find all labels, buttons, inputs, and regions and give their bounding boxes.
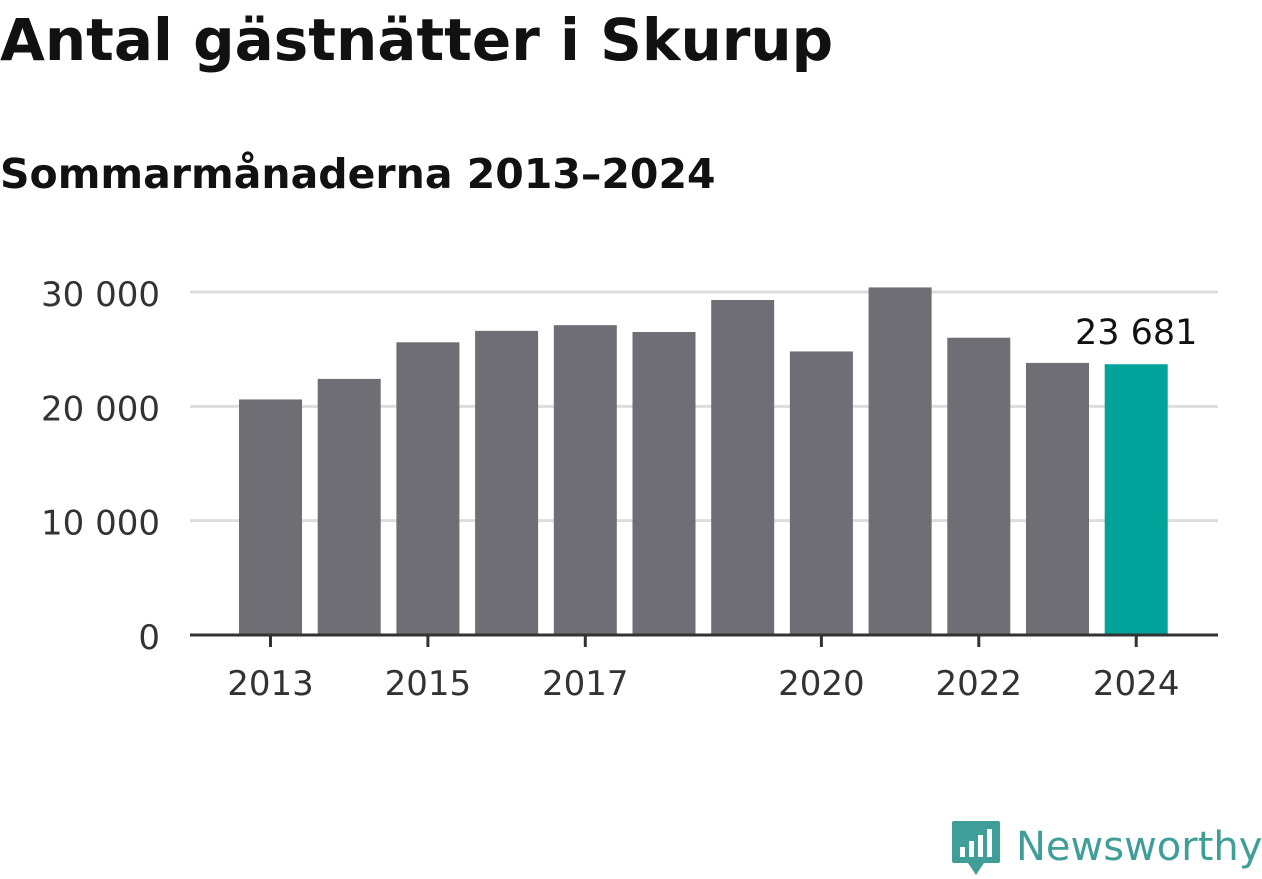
x-tick-label: 2022 [936, 664, 1023, 704]
bar [396, 342, 460, 635]
y-tick-label: 0 [138, 618, 160, 658]
bar [711, 300, 775, 635]
bar [475, 330, 539, 635]
bar [947, 337, 1011, 635]
brand-footer: Newsworthy [950, 817, 1262, 877]
chart-title: Antal gästnätter i Skurup [0, 6, 834, 74]
brand-name: Newsworthy [1016, 824, 1262, 870]
bar [553, 325, 617, 635]
y-tick-label: 20 000 [41, 389, 160, 429]
bar [1104, 364, 1168, 635]
bar [868, 287, 932, 635]
newsworthy-logo-icon [952, 821, 1000, 875]
y-tick-label: 10 000 [41, 504, 160, 544]
x-tick-label: 2017 [542, 664, 629, 704]
bar [632, 332, 696, 635]
x-tick-label: 2024 [1093, 664, 1180, 704]
x-tick-label: 2020 [778, 664, 865, 704]
bar [317, 378, 381, 635]
x-tick-label: 2013 [227, 664, 314, 704]
bar [239, 399, 302, 635]
data-label: 23 681 [1075, 313, 1197, 353]
y-tick-label: 30 000 [41, 275, 160, 315]
bar [1026, 362, 1089, 635]
x-tick-label: 2015 [385, 664, 472, 704]
chart-subtitle: Sommarmånaderna 2013–2024 [0, 150, 716, 198]
bar [789, 351, 853, 635]
